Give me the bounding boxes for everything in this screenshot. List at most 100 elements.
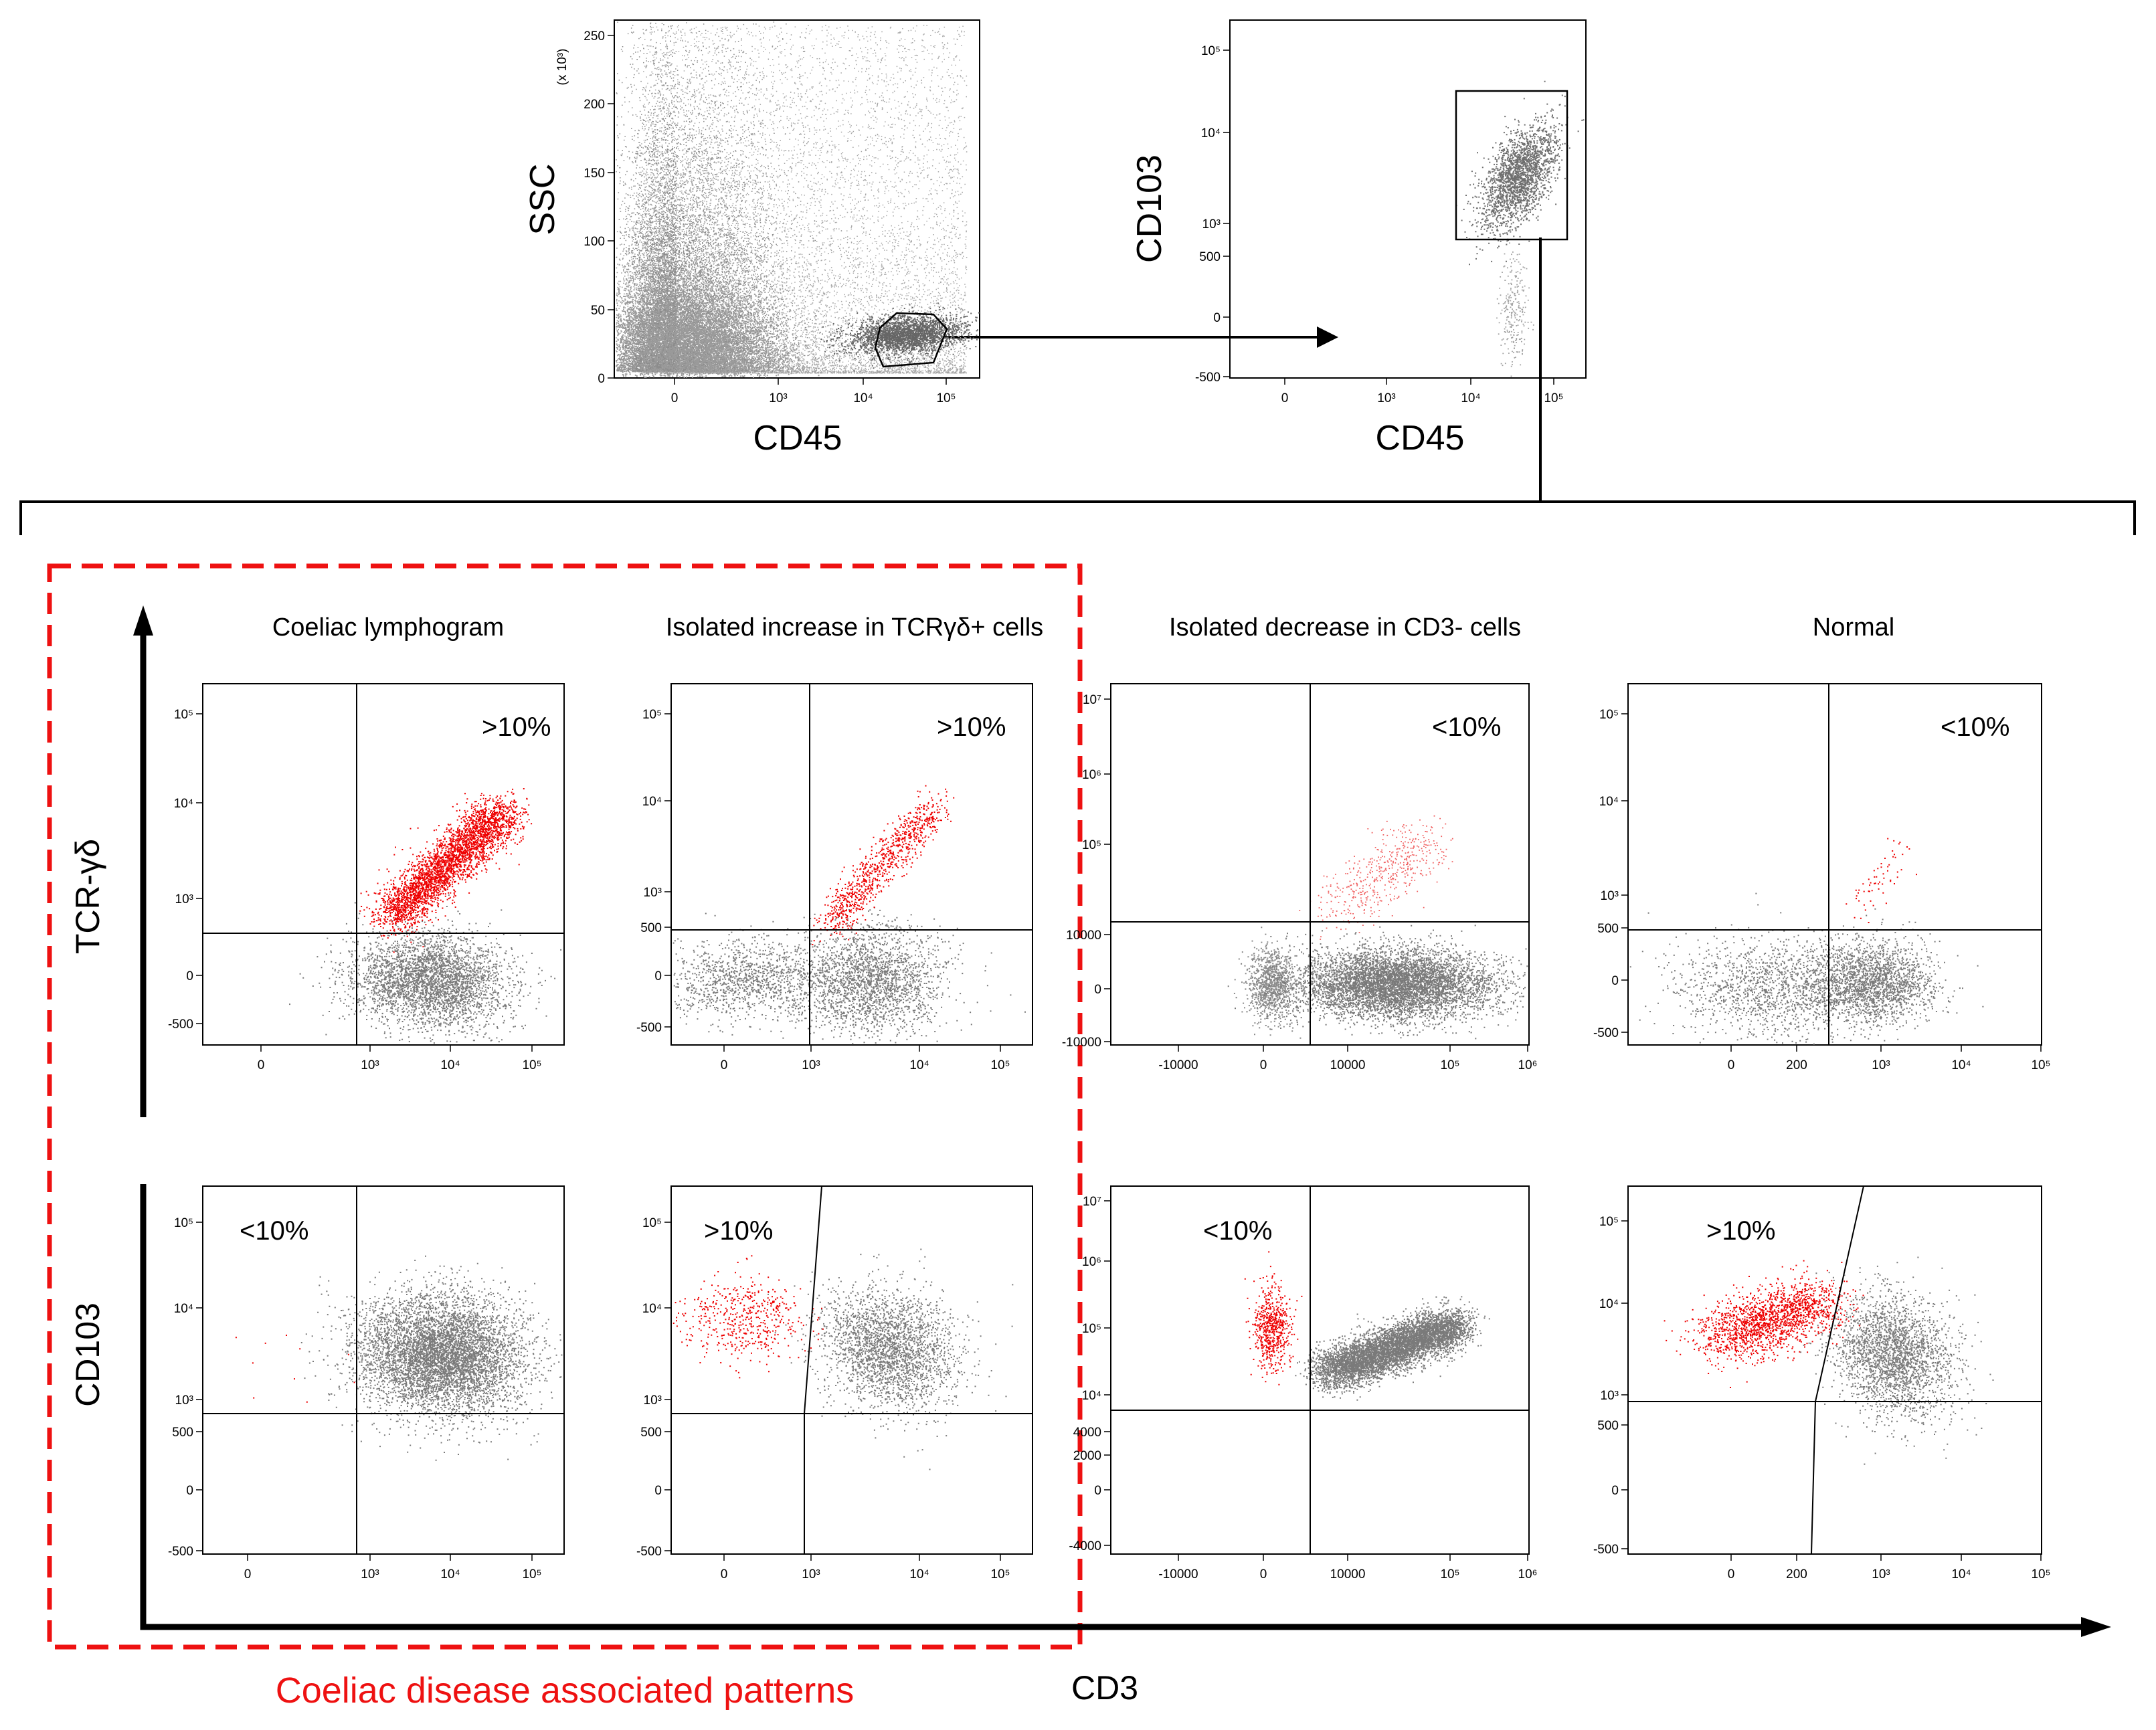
plot-tcr-coeliac-ytick-label: 10⁵: [174, 708, 193, 722]
plot-cd103-tcr-increase-xtick-label: 10³: [802, 1567, 820, 1581]
plot-cd103-tcr-increase-ytick-label: 10⁵: [642, 1216, 662, 1230]
plot-cd103-tcr-increase-gray: [768, 1248, 1014, 1470]
plot-cd103-normal-gate-vertical: [1811, 1401, 1816, 1555]
plot-cd103-normal-xtick-label: 10³: [1872, 1567, 1890, 1581]
plot-tcr-normal-gray-left: [1629, 892, 1941, 1045]
plot-tcr-coeliac-xtick-label: 0: [258, 1058, 265, 1072]
plot-cd103-cd3-decrease-red-marks: [1244, 1251, 1303, 1385]
plot-cd103-cd3-decrease-red: [1244, 1251, 1303, 1385]
plot-ssc-cd45-low-cluster-marks: [616, 247, 842, 378]
plot-cd103-cd45-ytick-label: 0: [1213, 311, 1221, 325]
plot-tcr-cd3-decrease-ytick-label: 10⁵: [1082, 838, 1101, 852]
plot-tcr-cd3-decrease-gray-right-marks: [1227, 925, 1528, 1040]
plot-ssc-cd45-xtick-label: 10⁵: [936, 391, 956, 405]
plot-cd103-coeliac-ytick-label: 10³: [175, 1393, 193, 1408]
plot-cd103-normal-ytick-label: 10⁵: [1599, 1215, 1619, 1229]
plot-cd103-tcr-increase-gray-marks: [768, 1248, 1014, 1470]
plot-tcr-normal-xtick-label: 0: [1728, 1058, 1735, 1072]
plot-tcr-coeliac-gray-marks: [289, 894, 562, 1044]
plot-cd103-cd3-decrease-frame: [1110, 1185, 1530, 1555]
plot-ssc-cd45-ytick-label: 50: [591, 304, 605, 318]
plot-cd103-normal-ytick-label: 0: [1611, 1484, 1619, 1498]
plot-ssc-cd45-ytick-label: 250: [583, 29, 605, 43]
plot-tcr-normal-frame: [1627, 683, 2042, 1046]
plot-ssc-cd45-xtick-label: 0: [671, 391, 679, 405]
pct-top-tcr-increase: >10%: [937, 712, 1006, 742]
plot-cd103-cd3-decrease-ytick-label: 4000: [1073, 1426, 1101, 1440]
plot-tcr-tcr-increase: 0 10³ 10⁴ 10⁵ -500 0 500 10³ 10⁴ 10⁵: [636, 683, 1033, 1072]
plot-cd103-cd45-cd103-pos: [1455, 80, 1585, 266]
plot-tcr-coeliac-red-marks: [359, 788, 533, 953]
plot-cd103-cd45-ytick-label: 10⁴: [1201, 126, 1221, 140]
plot-cd103-cd3-decrease-xtick-label: 10⁵: [1440, 1567, 1459, 1581]
plot-cd103-cd45-gate: [1455, 90, 1568, 241]
plot-cd103-normal-gray: [1772, 1256, 1994, 1465]
plot-tcr-cd3-decrease-red-marks: [1299, 815, 1453, 940]
plot-cd103-coeliac-xtick-label: 0: [244, 1567, 252, 1581]
plot-cd103-cd45-ytick-label: 500: [1199, 250, 1221, 264]
plot-cd103-coeliac: 0 10³ 10⁴ 10⁵ -500 0 500 10³ 10⁴ 10⁵: [168, 1185, 565, 1581]
plot-cd103-coeliac-ytick-label: 500: [172, 1426, 193, 1440]
plot-cd103-tcr-increase-frame: [670, 1185, 1033, 1555]
pct-top-normal: <10%: [1941, 712, 2009, 742]
plot-tcr-cd3-decrease-ytick-label: 10⁶: [1082, 768, 1101, 782]
plot-cd103-cd45-xtick-label: 10⁴: [1461, 391, 1480, 405]
plot-ssc-cd45-left-band: [616, 21, 893, 373]
plot-cd103-cd45-xtick-label: 10⁵: [1544, 391, 1563, 405]
panel-title-normal: Normal: [1813, 613, 1894, 642]
plot-ssc-cd45: 0 10³ 10⁴ 10⁵ 0 50 100 150 200 250: [583, 19, 980, 405]
plot-tcr-tcr-increase-gray-right: [739, 900, 1026, 1045]
plot-tcr-normal-red: [1846, 838, 1917, 923]
plot-cd103-cd45-xtick-label: 10³: [1377, 391, 1395, 405]
plot-cd103-cd3-decrease-gray-marks: [1295, 1296, 1490, 1401]
plot-cd103-cd45-cd103-neg-marks: [1496, 242, 1534, 377]
panel-title-cd3-decrease: Isolated decrease in CD3- cells: [1169, 613, 1521, 642]
plot-tcr-tcr-increase-red-marks: [812, 785, 955, 945]
plot-tcr-normal-xtick-label: 10⁴: [1951, 1058, 1971, 1072]
plot-cd103-coeliac-xtick-label: 10³: [361, 1567, 379, 1581]
plot-cd103-cd3-decrease-ytick-label: 10⁷: [1083, 1195, 1101, 1209]
pct-top-cd3-decrease: <10%: [1432, 712, 1501, 742]
plot-ssc-cd45-xtick-label: 10³: [769, 391, 787, 405]
plot-tcr-normal-xtick-label: 10³: [1872, 1058, 1890, 1072]
plot-tcr-tcr-increase-ytick-label: 10³: [644, 886, 662, 900]
plot-ssc-cd45-low-cluster: [616, 247, 842, 378]
plot-cd103-coeliac-red: [235, 1335, 355, 1403]
plot-cd103-normal-red: [1664, 1260, 1864, 1388]
plot-tcr-normal-gray-left-marks: [1629, 892, 1941, 1045]
plot-tcr-normal-xtick-label: 200: [1786, 1058, 1807, 1072]
population-bracket: [19, 500, 2136, 535]
plot-cd103-normal: 0 200 10³ 10⁴ 10⁵ -500 0 500 10³ 10⁴ 10⁵: [1593, 1185, 2051, 1581]
plot-tcr-tcr-increase-xtick-label: 0: [721, 1058, 728, 1072]
shared-x-label: CD3: [1071, 1669, 1138, 1707]
plot-tcr-tcr-increase-ytick-label: -500: [636, 1021, 662, 1035]
plot-tcr-coeliac-xtick-label: 10³: [361, 1058, 379, 1072]
pct-top-coeliac: >10%: [482, 712, 551, 742]
row-label-cd103: CD103: [69, 1303, 106, 1407]
plot-tcr-cd3-decrease-gray-left-marks: [1233, 927, 1309, 1039]
plot-tcr-normal-gray-right-marks: [1770, 915, 1984, 1043]
plot-cd103-normal-ytick-label: -500: [1593, 1543, 1619, 1557]
plot-cd103-tcr-increase-red-marks: [672, 1255, 824, 1379]
plot-cd103-tcr-increase-gate-diagonal: [804, 1185, 822, 1414]
plot-ssc-cd45-ytick-label: 200: [583, 98, 605, 112]
plot-cd103-cd3-decrease-xtick-label: 10⁶: [1518, 1567, 1538, 1581]
plot-cd103-coeliac-red-marks: [235, 1335, 355, 1403]
plot-cd103-normal-gray-marks: [1772, 1256, 1994, 1465]
plot-tcr-coeliac-gray: [289, 894, 562, 1044]
plot-ssc-cd45-ytick-label: 100: [583, 235, 605, 249]
plot-tcr-tcr-increase-ytick-label: 500: [640, 921, 662, 935]
plot-cd103-cd45-ytick-label: -500: [1195, 371, 1221, 385]
plot-cd103-normal-ytick-label: 10⁴: [1599, 1297, 1619, 1311]
plot-cd103-normal-frame: [1627, 1185, 2042, 1555]
plot-cd103-tcr-increase-ytick-label: -500: [636, 1545, 662, 1559]
pct-bottom-coeliac: <10%: [240, 1216, 308, 1246]
plot-cd103-cd45: 0 10³ 10⁴ 10⁵ -500 0 500 10³ 10⁴ 10⁵: [1195, 19, 1587, 405]
plot-tcr-tcr-increase-frame: [670, 683, 1033, 1046]
plot-cd103-tcr-increase-xtick-label: 0: [721, 1567, 728, 1581]
plot-tcr-cd3-decrease-xtick-label: 10⁶: [1518, 1058, 1538, 1072]
plot-tcr-cd3-decrease-ytick-label: -10000: [1062, 1036, 1101, 1050]
plot-cd103-cd3-decrease-ytick-label: 10⁵: [1082, 1322, 1101, 1336]
plot-cd103-normal-red-marks: [1664, 1260, 1864, 1388]
plot-tcr-normal-gray-right: [1770, 915, 1984, 1043]
